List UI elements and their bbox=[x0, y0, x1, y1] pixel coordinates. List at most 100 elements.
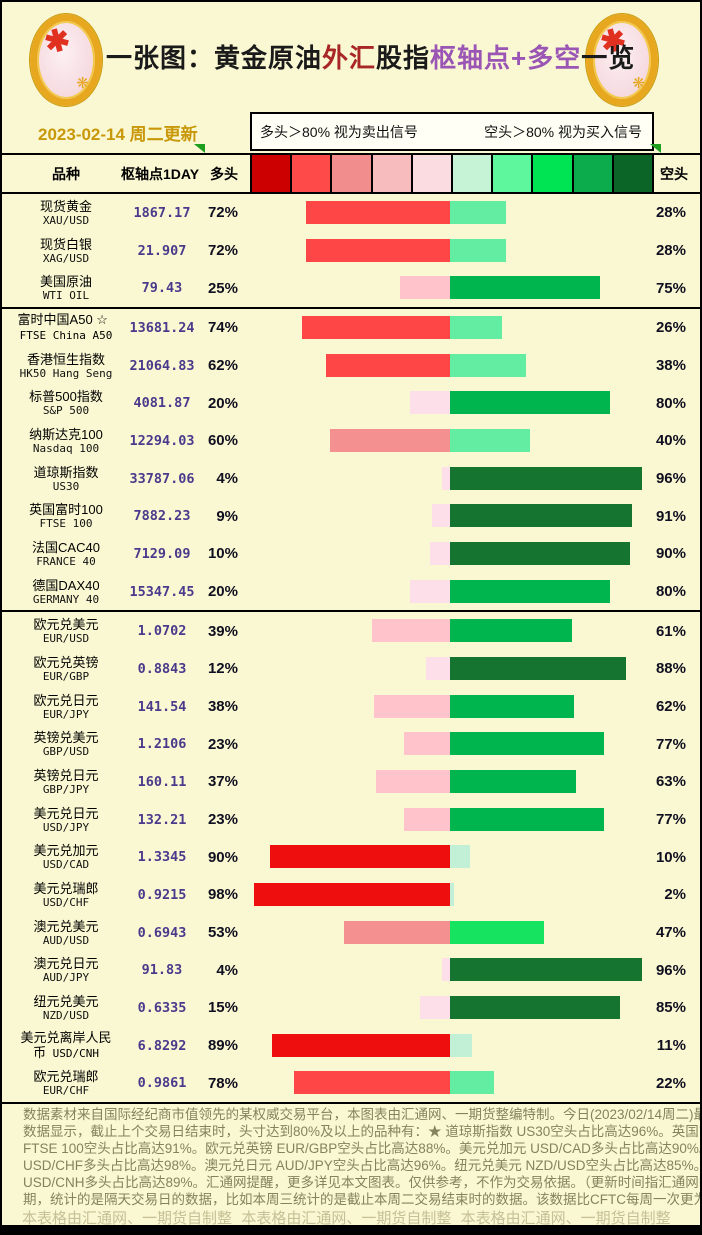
instrument-name: 澳元兑美元 AUD/USD bbox=[4, 914, 128, 952]
gold-wreath-logo-right: ✱ ❋ bbox=[586, 14, 658, 106]
short-percent: 28% bbox=[655, 204, 686, 222]
long-bar bbox=[294, 1071, 450, 1095]
short-bar bbox=[450, 238, 506, 262]
short-bar bbox=[450, 770, 576, 794]
short-percent: 10% bbox=[655, 848, 686, 866]
pivot-value: 0.9861 bbox=[137, 1075, 187, 1092]
short-percent: 38% bbox=[655, 357, 686, 375]
long-percent: 72% bbox=[207, 242, 238, 259]
instrument-name: 英国富时100 FTSE 100 bbox=[4, 497, 128, 535]
table-row: 欧元兑日元 EUR/JPY 141.54 38% 62% bbox=[2, 688, 700, 726]
pivot-value: 0.6335 bbox=[137, 999, 187, 1016]
short-percent: 75% bbox=[655, 279, 686, 297]
instrument-name-cn: 欧元兑美元 bbox=[33, 617, 99, 633]
column-header-pivot: 枢轴点1DAY bbox=[120, 165, 200, 182]
instrument-name-cn: 纳斯达克100 bbox=[29, 426, 103, 442]
instrument-name-en: EUR/CHF bbox=[42, 1084, 90, 1098]
short-percent: 96% bbox=[655, 961, 686, 979]
table-row: 英镑兑日元 GBP/JPY 160.11 37% 63% bbox=[2, 763, 700, 801]
instrument-name-en: XAU/USD bbox=[42, 213, 90, 227]
short-bar bbox=[450, 958, 642, 982]
table-row: 美元兑瑞郎 USD/CHF 0.9215 98% 2% bbox=[2, 876, 700, 914]
table-row: 欧元兑美元 EUR/USD 1.0702 39% 61% bbox=[2, 612, 700, 650]
instrument-name: 欧元兑日元 EUR/JPY bbox=[4, 688, 128, 726]
instrument-name: 欧元兑美元 EUR/USD bbox=[4, 612, 128, 650]
instrument-name-cn: 美元兑离岸人民币 USD/CNH bbox=[20, 1030, 112, 1061]
note-line: USD/CNH多头占比高达89%。汇通网提醒，更多详见本文图表。仅供参考，不作为… bbox=[23, 1175, 700, 1190]
long-percent: 25% bbox=[207, 279, 238, 297]
long-bar bbox=[344, 920, 450, 944]
long-percent: 20% bbox=[207, 394, 238, 412]
gold-wreath-logo-left: ✱ ❋ bbox=[30, 14, 102, 106]
table-row: 英国富时100 FTSE 100 7882.23 9% 91% bbox=[2, 497, 700, 535]
page-title: 一张图：黄金原油外汇股指枢轴点+多空一览 bbox=[106, 38, 634, 75]
long-percent: 23% bbox=[207, 735, 238, 753]
instrument-name-en: USD/JPY bbox=[42, 820, 90, 834]
instrument-name: 美元兑加元 USD/CAD bbox=[4, 838, 128, 876]
long-percent: 23% bbox=[207, 811, 238, 829]
pivot-value: 0.9215 bbox=[137, 886, 187, 903]
instrument-name-en: EUR/JPY bbox=[42, 707, 90, 721]
short-bar bbox=[450, 542, 630, 566]
instrument-name-en: XAG/USD bbox=[42, 251, 90, 265]
title-segment: 枢轴点+多空 bbox=[430, 43, 582, 73]
instrument-name: 英镑兑美元 GBP/USD bbox=[4, 725, 128, 763]
short-bar bbox=[450, 996, 620, 1020]
scale-swatch-10 bbox=[613, 155, 653, 192]
table-row: 道琼斯指数 US30 33787.06 4% 96% bbox=[2, 460, 700, 498]
instrument-name-en: GERMANY 40 bbox=[32, 592, 100, 606]
short-percent: 61% bbox=[655, 622, 686, 640]
column-header-long: 多头 bbox=[210, 165, 238, 182]
pivot-value: 7882.23 bbox=[133, 508, 191, 525]
pivot-value: 7129.09 bbox=[133, 545, 191, 562]
instrument-name: 美元兑离岸人民币 USD/CNH bbox=[4, 1027, 128, 1065]
red-flower-icon: ✱ bbox=[41, 22, 74, 61]
instrument-name-cn: 欧元兑日元 bbox=[33, 692, 99, 708]
scale-swatch-5 bbox=[412, 155, 454, 192]
short-percent: 47% bbox=[655, 924, 686, 942]
short-bar bbox=[450, 619, 572, 643]
title-segment: 股指 bbox=[376, 43, 431, 73]
pivot-value: 160.11 bbox=[137, 773, 187, 790]
instrument-name-en: FTSE China A50 bbox=[19, 329, 113, 343]
short-percent: 88% bbox=[655, 660, 686, 678]
instrument-name: 道琼斯指数 US30 bbox=[4, 460, 128, 498]
long-percent: 78% bbox=[207, 1074, 238, 1092]
scale-swatch-8 bbox=[533, 155, 574, 192]
note-line: 期，统计的是隔天交易日的数据，比如本周三统计的是截止本周二交易结束时的数据。该数… bbox=[23, 1192, 702, 1207]
pivot-value: 1.0702 bbox=[137, 623, 187, 640]
long-percent: 15% bbox=[207, 999, 238, 1017]
long-percent: 74% bbox=[207, 319, 238, 337]
scale-swatch-9 bbox=[573, 155, 614, 192]
instrument-name: 欧元兑英镑 EUR/GBP bbox=[4, 650, 128, 688]
instrument-name: 纽元兑美元 NZD/USD bbox=[4, 989, 128, 1027]
long-bar bbox=[326, 353, 450, 377]
long-bar bbox=[404, 807, 450, 831]
table-row: 纳斯达克100 Nasdaq 100 12294.03 60% 40% bbox=[2, 422, 700, 460]
long-bar bbox=[442, 466, 450, 490]
scale-swatch-7 bbox=[493, 155, 534, 192]
long-bar bbox=[270, 845, 450, 869]
long-bar bbox=[372, 619, 450, 643]
long-percent: 39% bbox=[207, 622, 238, 640]
pivot-value: 4081.87 bbox=[133, 395, 191, 412]
long-bar bbox=[374, 694, 450, 718]
pivot-value: 79.43 bbox=[141, 280, 183, 297]
short-bar bbox=[450, 732, 604, 756]
instrument-name-cn: 富时中国A50 ☆ FTSE China A50 bbox=[17, 312, 113, 343]
instrument-name-cn: 澳元兑美元 bbox=[33, 918, 99, 934]
short-percent: 11% bbox=[656, 1037, 686, 1055]
table-row: 法国CAC40 FRANCE 40 7129.09 10% 90% bbox=[2, 535, 700, 573]
short-bar bbox=[450, 694, 574, 718]
instrument-table: 现货黄金 XAU/USD 1867.17 72% 28% 现货白银 XAG/USD 21.90… bbox=[2, 194, 700, 1104]
short-percent: 22% bbox=[655, 1074, 686, 1092]
pivot-value: 0.8843 bbox=[137, 660, 187, 677]
short-percent: 63% bbox=[655, 773, 686, 791]
short-bar bbox=[450, 466, 642, 490]
long-bar bbox=[432, 504, 450, 528]
table-row: 纽元兑美元 NZD/USD 0.6335 15% 85% bbox=[2, 989, 700, 1027]
short-percent: 2% bbox=[664, 886, 686, 904]
short-percent: 28% bbox=[655, 242, 686, 259]
instrument-name-cn: 美国原油 bbox=[39, 274, 92, 290]
column-header-short: 空头 bbox=[660, 165, 688, 182]
